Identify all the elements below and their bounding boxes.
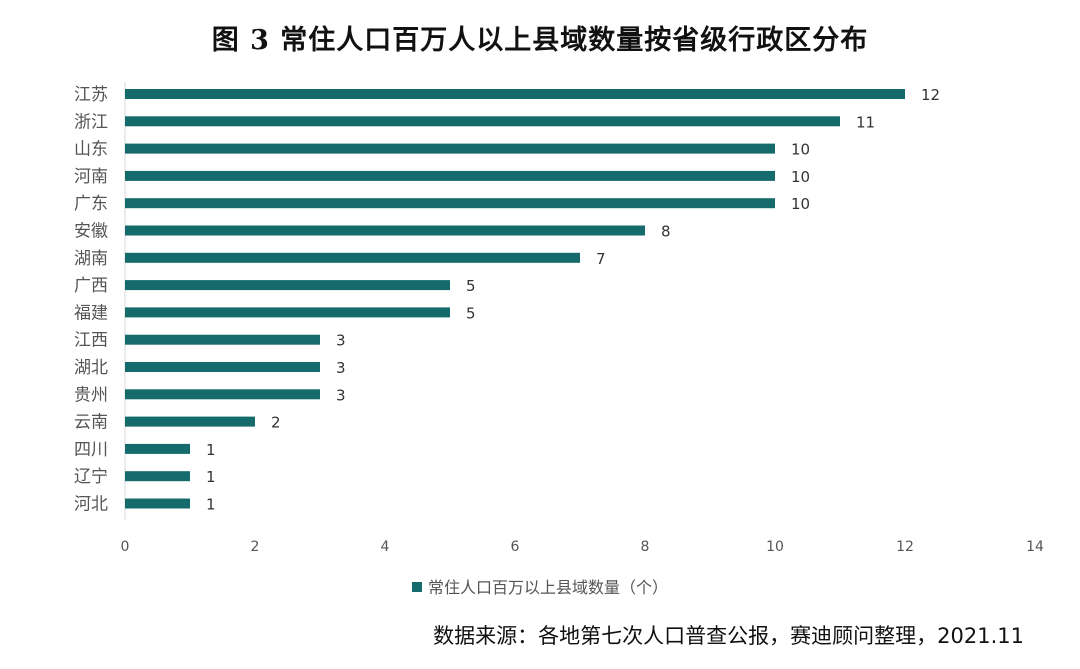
- category-label: 辽宁: [74, 467, 108, 487]
- category-label: 湖北: [74, 358, 108, 378]
- x-tick-label: 6: [511, 539, 520, 555]
- bar: [125, 225, 645, 236]
- category-label: 江苏: [74, 85, 108, 105]
- data-label: 1: [206, 496, 216, 514]
- data-label: 3: [336, 359, 346, 377]
- data-label: 1: [206, 441, 216, 459]
- data-label: 3: [336, 386, 346, 404]
- bar: [125, 389, 320, 400]
- bar: [125, 498, 190, 509]
- bar: [125, 443, 190, 454]
- data-label: 5: [466, 277, 476, 295]
- data-label: 3: [336, 332, 346, 350]
- category-label: 山东: [74, 140, 108, 160]
- category-label: 浙江: [74, 112, 108, 132]
- category-label: 贵州: [74, 385, 108, 405]
- bar: [125, 416, 255, 427]
- bar: [125, 307, 450, 318]
- bar: [125, 116, 840, 127]
- chart-title: 图 3 常住人口百万人以上县域数量按省级行政区分布: [211, 25, 869, 56]
- category-label: 江西: [74, 331, 108, 351]
- data-label: 10: [791, 141, 810, 159]
- category-label: 福建: [74, 303, 108, 323]
- category-label: 河北: [74, 495, 108, 515]
- x-tick-label: 12: [896, 539, 914, 555]
- category-label: 河南: [74, 167, 108, 187]
- source-note: 数据来源：各地第七次人口普查公报，赛迪顾问整理，2021.11: [433, 624, 1024, 648]
- data-label: 12: [921, 86, 940, 104]
- bar: [125, 170, 775, 181]
- x-tick-label: 10: [766, 539, 784, 555]
- category-label: 湖南: [74, 249, 108, 269]
- category-label: 四川: [74, 440, 108, 460]
- bar: [125, 471, 190, 482]
- x-tick-label: 0: [121, 539, 130, 555]
- legend-swatch: [411, 581, 422, 592]
- bar: [125, 334, 320, 345]
- bar: [125, 252, 580, 263]
- category-label: 广东: [74, 194, 108, 214]
- bar: [125, 143, 775, 154]
- data-label: 10: [791, 168, 810, 186]
- data-label: 2: [271, 414, 281, 432]
- x-tick-label: 14: [1026, 539, 1044, 555]
- bar: [125, 198, 775, 209]
- legend-label: 常住人口百万以上县域数量（个）: [427, 578, 668, 597]
- category-label: 云南: [74, 413, 108, 433]
- data-label: 7: [596, 250, 606, 268]
- data-label: 10: [791, 195, 810, 213]
- data-label: 1: [206, 468, 216, 486]
- data-label: 5: [466, 304, 476, 322]
- x-tick-label: 8: [641, 539, 650, 555]
- bar: [125, 362, 320, 372]
- data-label: 8: [661, 223, 671, 241]
- category-label: 广西: [74, 276, 108, 296]
- legend: 常住人口百万以上县域数量（个）: [0, 574, 1080, 598]
- category-label: 安徽: [74, 222, 108, 242]
- bar: [125, 280, 450, 291]
- x-tick-label: 4: [381, 539, 390, 555]
- data-label: 11: [856, 113, 875, 131]
- bar: [125, 89, 905, 99]
- x-tick-label: 2: [251, 539, 260, 555]
